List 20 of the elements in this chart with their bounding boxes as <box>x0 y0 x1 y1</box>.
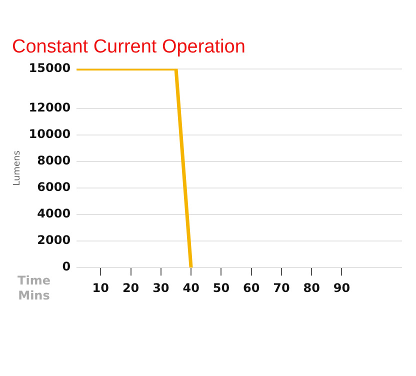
x-tick-label: 90 <box>333 280 350 295</box>
x-tick-label: 20 <box>122 280 140 295</box>
y-tick-label: 8000 <box>37 154 71 168</box>
y-tick-label: 0 <box>62 260 71 274</box>
y-tick-label: 6000 <box>37 180 71 194</box>
x-axis-title: Time Mins <box>18 274 50 303</box>
x-tick-label: 10 <box>92 280 110 295</box>
y-tick-label: 2000 <box>37 233 71 248</box>
y-axis-title: Lumens <box>12 150 23 186</box>
x-tick-label: 50 <box>212 280 230 295</box>
x-tick-label: 60 <box>242 280 260 295</box>
y-tick-label: 4000 <box>37 206 71 221</box>
y-tick-label: 10000 <box>28 127 71 142</box>
chart-title: Constant Current Operation <box>12 36 246 58</box>
y-tick-label: 12000 <box>28 100 71 115</box>
x-tick-label: 40 <box>182 280 200 295</box>
x-tick-label: 80 <box>303 280 320 295</box>
y-tick-label: 15000 <box>28 60 71 75</box>
x-tick-label: 30 <box>152 280 170 295</box>
x-tick-label: 70 <box>273 280 290 295</box>
